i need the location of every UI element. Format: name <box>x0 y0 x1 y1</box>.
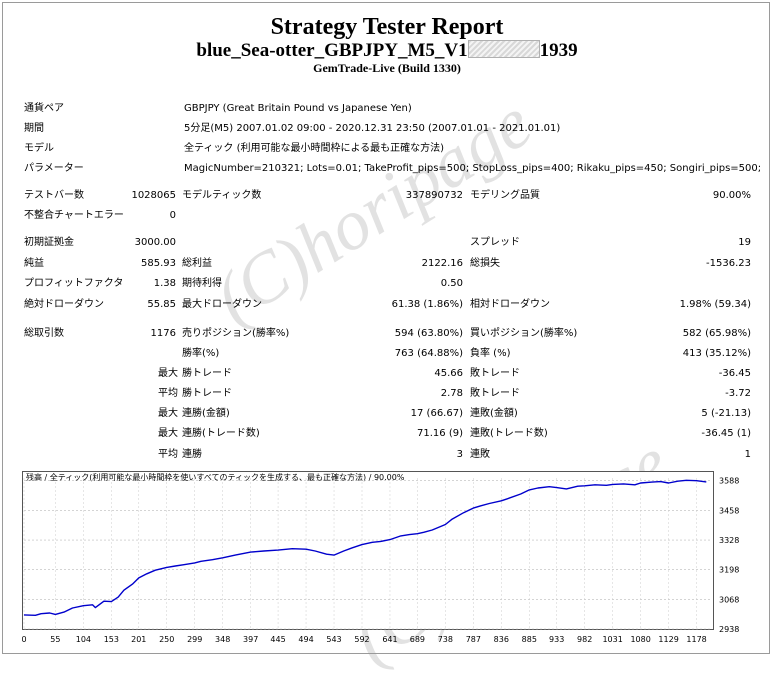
subtitle-prefix: blue_Sea-otter_GBPJPY_M5_V1 <box>196 40 468 61</box>
consec-loss-trades-value: -36.45 (1) <box>701 428 751 439</box>
symbol-value: GBPJPY (Great Britain Pound vs Japanese … <box>184 103 412 114</box>
long-positions-value: 582 (65.98%) <box>682 328 751 339</box>
abs-drawdown-value: 55.85 <box>147 299 176 310</box>
mismatch-label: 不整合チャートエラー <box>24 210 124 221</box>
net-profit-label: 純益 <box>24 258 44 269</box>
short-positions-value: 594 (63.80%) <box>394 328 463 339</box>
consec-loss-trades-label: 連敗(トレード数) <box>470 428 548 439</box>
quality-label: モデリング品質 <box>470 190 540 201</box>
average-label: 平均 <box>158 388 178 399</box>
ticks-value: 337890732 <box>405 190 463 201</box>
avg-consec-win-label: 連勝 <box>182 449 202 460</box>
deposit-label: 初期証拠金 <box>24 237 74 248</box>
deposit-value: 3000.00 <box>134 237 176 248</box>
rel-drawdown-label: 相対ドローダウン <box>470 299 550 310</box>
gross-profit-value: 2122.16 <box>421 258 463 269</box>
average-label-2: 平均 <box>158 449 178 460</box>
model-label: モデル <box>24 143 54 154</box>
gross-profit-label: 総利益 <box>182 258 212 269</box>
consec-loss-amount-value: 5 (-21.13) <box>701 408 751 419</box>
largest-label-2: 最大 <box>158 408 178 419</box>
ticks-label: モデルティック数 <box>182 190 262 201</box>
largest-loss-value: -36.45 <box>718 368 751 379</box>
avg-consec-loss-value: 1 <box>744 449 751 460</box>
balance-chart-frame <box>22 471 714 630</box>
bars-label: テストバー数 <box>24 190 84 201</box>
abs-drawdown-label: 絶対ドローダウン <box>24 299 104 310</box>
period-label: 期間 <box>24 123 44 134</box>
avg-win-value: 2.78 <box>440 388 463 399</box>
report-subtitle: blue_Sea-otter_GBPJPY_M5_V1 1939 <box>0 40 774 62</box>
server-build: GemTrade-Live (Build 1330) <box>313 61 461 75</box>
expected-payoff-value: 0.50 <box>440 278 463 289</box>
largest-label: 最大 <box>158 368 178 379</box>
consec-win-amount-value: 17 (66.67) <box>410 408 463 419</box>
redacted-block <box>467 40 540 58</box>
short-positions-label: 売りポジション(勝率%) <box>182 328 290 339</box>
rel-drawdown-value: 1.98% (59.34) <box>679 299 751 310</box>
consec-loss-amount-label: 連敗(金額) <box>470 408 518 419</box>
net-profit-value: 585.93 <box>141 258 176 269</box>
quality-value: 90.00% <box>712 190 751 201</box>
avg-consec-loss-label: 連敗 <box>470 449 490 460</box>
model-value: 全ティック (利用可能な最小時間枠による最も正確な方法) <box>184 143 445 154</box>
largest-win-value: 45.66 <box>434 368 463 379</box>
period-value: 5分足(M5) 2007.01.02 09:00 - 2020.12.31 23… <box>184 123 561 134</box>
win-rate-value: 763 (64.88%) <box>394 348 463 359</box>
spread-value: 19 <box>738 237 751 248</box>
avg-loss-value: -3.72 <box>725 388 751 399</box>
total-trades-label: 総取引数 <box>24 328 64 339</box>
symbol-label: 通貨ペア <box>24 103 64 114</box>
largest-win-label: 勝トレード <box>182 368 232 379</box>
mismatch-value: 0 <box>169 210 176 221</box>
long-positions-label: 買いポジション(勝率%) <box>470 328 578 339</box>
loss-rate-label: 負率 (%) <box>470 348 511 359</box>
spread-label: スプレッド <box>470 237 520 248</box>
avg-loss-label: 敗トレード <box>470 388 520 399</box>
consec-win-amount-label: 連勝(金額) <box>182 408 230 419</box>
avg-win-label: 勝トレード <box>182 388 232 399</box>
report-title: Strategy Tester Report <box>270 14 504 40</box>
expected-payoff-label: 期待利得 <box>182 278 222 289</box>
largest-label-3: 最大 <box>158 428 178 439</box>
gross-loss-value: -1536.23 <box>706 258 751 269</box>
loss-rate-value: 413 (35.12%) <box>682 348 751 359</box>
win-rate-label: 勝率(%) <box>182 348 220 359</box>
max-drawdown-label: 最大ドローダウン <box>182 299 262 310</box>
params-label: パラメーター <box>24 163 84 174</box>
consec-win-trades-label: 連勝(トレード数) <box>182 428 260 439</box>
total-trades-value: 1176 <box>150 328 176 339</box>
profit-factor-value: 1.38 <box>153 278 176 289</box>
max-drawdown-value: 61.38 (1.86%) <box>391 299 463 310</box>
bars-value: 1028065 <box>131 190 176 201</box>
avg-consec-win-value: 3 <box>456 449 463 460</box>
subtitle-suffix: 1939 <box>539 40 578 61</box>
profit-factor-label: プロフィットファクタ <box>24 278 124 289</box>
largest-loss-label: 敗トレード <box>470 368 520 379</box>
chart-caption: 残高 / 全ティック(利用可能な最小時間枠を使いすべてのティックを生成する、最も… <box>26 473 405 482</box>
gross-loss-label: 総損失 <box>470 258 500 269</box>
params-value: MagicNumber=210321; Lots=0.01; TakeProfi… <box>184 163 762 174</box>
consec-win-trades-value: 71.16 (9) <box>417 428 463 439</box>
